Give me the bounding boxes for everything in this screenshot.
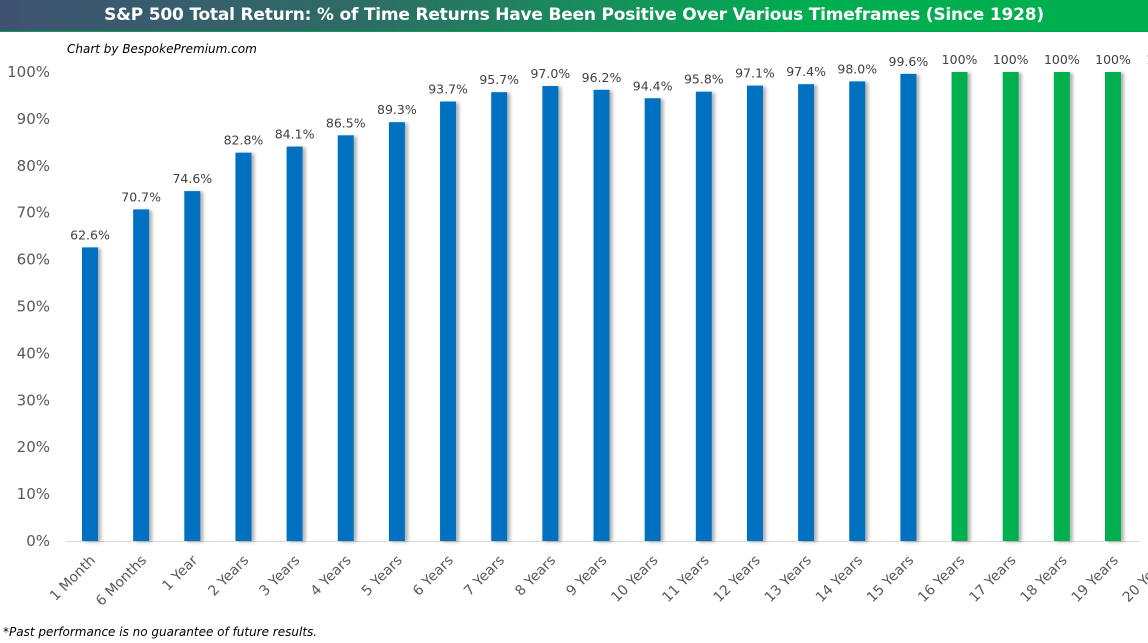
- data-label: 74.6%: [172, 171, 212, 186]
- x-tick-label: 5 Years: [359, 553, 406, 600]
- data-label: 99.6%: [889, 54, 929, 69]
- y-tick-label: 40%: [17, 344, 50, 362]
- chart-credit: Chart by BespokePremium.com: [67, 42, 257, 56]
- y-tick-label: 90%: [17, 110, 50, 128]
- bar: [184, 191, 201, 541]
- data-label: 100%: [1095, 52, 1131, 67]
- data-label: 98.0%: [837, 61, 877, 76]
- x-tick-label: 6 Months: [93, 553, 150, 610]
- x-tick-label: 16 Years: [915, 553, 968, 606]
- data-label: 89.3%: [377, 102, 417, 117]
- bar: [1053, 72, 1070, 541]
- data-label: 84.1%: [275, 127, 315, 142]
- data-label: 100%: [1146, 52, 1148, 67]
- bar: [593, 89, 610, 542]
- x-tick-label: 15 Years: [864, 553, 917, 606]
- y-tick-label: 20%: [17, 438, 50, 456]
- x-tick-label: 20 Years: [1120, 553, 1148, 606]
- bar: [951, 72, 968, 541]
- bar: [644, 98, 661, 541]
- y-tick-label: 50%: [17, 298, 50, 316]
- bar: [900, 73, 917, 541]
- y-tick-label: 60%: [17, 251, 50, 269]
- bar: [695, 91, 712, 541]
- bar: [235, 152, 252, 541]
- data-label: 82.8%: [224, 133, 264, 148]
- x-tick-label: 7 Years: [461, 553, 508, 600]
- x-tick-label: 17 Years: [966, 553, 1019, 606]
- y-tick-label: 10%: [17, 485, 50, 503]
- bar: [746, 85, 763, 541]
- bar: [286, 146, 303, 542]
- x-tick-label: 8 Years: [512, 553, 559, 600]
- x-tick-label: 14 Years: [813, 553, 866, 606]
- data-label: 94.4%: [633, 78, 673, 93]
- data-label: 97.0%: [530, 66, 570, 81]
- x-tick-label: 19 Years: [1069, 553, 1122, 606]
- data-label: 86.5%: [326, 115, 366, 130]
- bar: [82, 247, 98, 541]
- data-label: 100%: [993, 52, 1029, 67]
- bar: [849, 81, 866, 541]
- bar: [133, 209, 150, 542]
- bar: [491, 92, 508, 542]
- bar: [798, 84, 815, 541]
- bar: [1002, 72, 1019, 541]
- x-tick-label: 3 Years: [257, 553, 304, 600]
- data-label: 100%: [942, 52, 978, 67]
- data-label: 95.7%: [479, 72, 519, 87]
- x-tick-label: 4 Years: [308, 553, 355, 600]
- bar: [388, 122, 405, 542]
- data-label: 95.8%: [684, 72, 724, 87]
- x-tick-label: 9 Years: [563, 553, 610, 600]
- data-label: 96.2%: [582, 70, 622, 85]
- bar: [542, 86, 559, 541]
- x-tick-label: 1 Year: [159, 552, 201, 594]
- x-tick-label: 13 Years: [762, 553, 815, 606]
- x-tick-label: 6 Years: [410, 553, 457, 600]
- x-tick-label: 10 Years: [608, 553, 661, 606]
- bar: [1105, 72, 1121, 541]
- bar: [440, 101, 457, 541]
- data-label: 62.6%: [70, 227, 110, 242]
- y-tick-label: 0%: [26, 532, 50, 550]
- data-label: 93.7%: [428, 82, 468, 97]
- y-tick-label: 80%: [17, 157, 50, 175]
- data-label: 97.1%: [735, 66, 775, 81]
- data-label: 100%: [1044, 52, 1080, 67]
- x-tick-label: 11 Years: [659, 553, 712, 606]
- y-tick-label: 30%: [17, 391, 50, 409]
- bar: [337, 135, 354, 541]
- y-tick-label: 100%: [7, 63, 50, 81]
- data-label: 97.4%: [786, 64, 826, 79]
- x-tick-label: 2 Years: [205, 553, 252, 600]
- y-tick-label: 70%: [17, 204, 50, 222]
- data-label: 70.7%: [121, 189, 161, 204]
- footnote: *Past performance is no guarantee of fut…: [3, 625, 318, 639]
- x-tick-label: 1 Month: [47, 553, 99, 605]
- x-tick-label: 12 Years: [711, 553, 764, 606]
- x-tick-label: 18 Years: [1018, 553, 1071, 606]
- chart-title: S&P 500 Total Return: % of Time Returns …: [0, 0, 1148, 32]
